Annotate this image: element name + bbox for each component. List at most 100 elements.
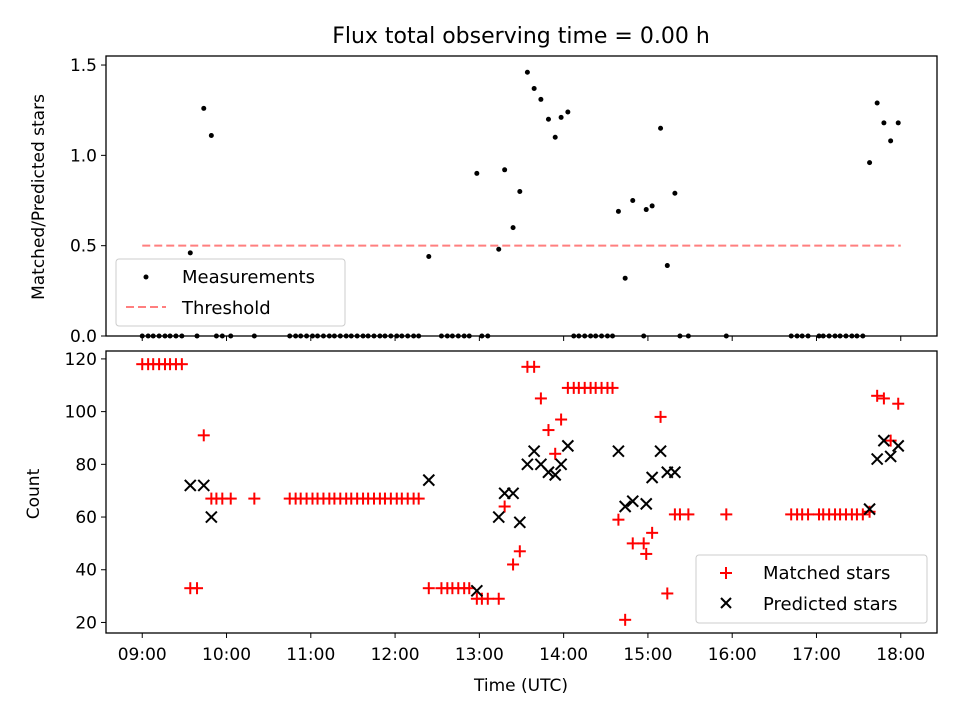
legend-predicted-marker xyxy=(720,597,732,609)
measurement-point xyxy=(426,254,432,260)
predicted-star-points xyxy=(184,434,905,598)
measurement-point xyxy=(538,96,544,102)
matched-star-marker xyxy=(507,558,520,571)
measurement-point xyxy=(377,333,383,339)
predicted-star-marker xyxy=(184,479,197,492)
matched-star-marker xyxy=(612,513,625,526)
x-tick-label: 17:00 xyxy=(792,645,841,665)
matched-star-marker xyxy=(528,360,541,373)
predicted-star-marker xyxy=(197,479,210,492)
measurement-point xyxy=(799,333,805,339)
matched-star-marker xyxy=(606,381,619,394)
top-y-ticks: 0.0 0.5 1.0 1.5 xyxy=(70,56,106,347)
measurement-point xyxy=(228,333,234,339)
predicted-star-marker xyxy=(640,497,653,511)
measurement-point xyxy=(382,333,388,339)
matched-star-marker xyxy=(640,547,653,560)
measurement-point xyxy=(588,333,594,339)
matched-star-marker xyxy=(224,492,237,505)
x-tick-label: 13:00 xyxy=(455,645,504,665)
predicted-star-marker xyxy=(561,439,575,453)
measurement-point xyxy=(643,207,649,213)
predicted-star-marker xyxy=(870,452,884,466)
matched-star-marker xyxy=(884,434,897,447)
x-tick-label: 18:00 xyxy=(876,645,925,665)
predicted-star-marker xyxy=(506,487,520,500)
bottom-y-tick-label: 60 xyxy=(75,508,97,528)
measurement-point xyxy=(658,125,664,131)
measurement-point xyxy=(820,333,826,339)
predicted-star-marker xyxy=(618,500,632,513)
measurement-point xyxy=(251,333,257,339)
top-plot: 0.0 0.5 1.0 1.5 Matched/Predicted stars Mea… xyxy=(29,55,938,347)
matched-star-marker xyxy=(175,358,188,371)
bottom-plot-frame xyxy=(105,350,938,634)
matched-star-marker xyxy=(720,508,733,521)
matched-star-marker xyxy=(877,392,890,405)
bottom-y-axis-label: Count xyxy=(24,468,44,519)
measurement-point xyxy=(685,333,691,339)
measurement-point xyxy=(860,333,866,339)
measurement-point xyxy=(816,333,822,339)
measurement-point xyxy=(805,333,811,339)
top-y-tick-label: 1.0 xyxy=(70,146,97,166)
measurement-point xyxy=(461,333,467,339)
x-tick-label: 10:00 xyxy=(202,645,251,665)
predicted-star-marker xyxy=(422,473,435,487)
measurement-point xyxy=(517,188,523,194)
matched-star-marker xyxy=(549,447,562,460)
x-tick-label: 12:00 xyxy=(371,645,420,665)
measurement-point xyxy=(531,86,537,92)
measurement-point xyxy=(145,333,151,339)
measurement-point xyxy=(348,333,354,339)
measurement-point xyxy=(794,333,800,339)
measurement-point xyxy=(558,114,564,120)
predicted-star-marker xyxy=(492,510,505,524)
measurement-point xyxy=(167,333,173,339)
x-tick-label: 11:00 xyxy=(286,645,335,665)
measurement-point xyxy=(179,333,185,339)
top-plot-frame xyxy=(105,55,938,337)
measurement-point xyxy=(552,134,558,140)
measurement-point xyxy=(466,333,472,339)
chart-title: Flux total observing time = 0.00 h xyxy=(332,24,710,49)
matched-star-marker xyxy=(422,582,435,595)
measurement-point xyxy=(837,333,843,339)
measurement-point xyxy=(201,105,207,111)
measurement-point xyxy=(874,100,880,106)
measurement-point xyxy=(371,333,377,339)
measurement-point xyxy=(399,333,405,339)
measurement-point xyxy=(630,198,636,204)
measurement-point xyxy=(615,208,621,214)
measurement-point xyxy=(502,167,508,173)
measurement-point xyxy=(343,333,349,339)
measurement-point xyxy=(677,333,683,339)
measurement-point xyxy=(337,333,343,339)
predicted-star-marker xyxy=(513,516,527,529)
measurement-point xyxy=(156,333,162,339)
measurement-point xyxy=(788,333,794,339)
measurement-point xyxy=(881,120,887,126)
measurement-point xyxy=(304,333,310,339)
predicted-star-marker xyxy=(892,439,905,453)
measurement-point xyxy=(187,250,193,256)
predicted-star-marker xyxy=(668,466,682,479)
measurement-point xyxy=(854,333,860,339)
x-tick-label: 16:00 xyxy=(708,645,757,665)
matched-star-marker xyxy=(856,508,869,521)
measurement-point xyxy=(438,333,444,339)
x-tick-label: 14:00 xyxy=(539,645,588,665)
measurement-point xyxy=(320,333,326,339)
top-y-tick-label: 0.0 xyxy=(70,327,97,347)
measurement-point xyxy=(326,333,332,339)
top-y-axis-label: Matched/Predicted stars xyxy=(29,94,49,300)
measurement-point xyxy=(479,333,485,339)
predicted-star-marker xyxy=(542,466,555,479)
matched-star-marker xyxy=(492,592,505,605)
legend-measurements-label: Measurements xyxy=(182,267,315,288)
measurement-point xyxy=(565,109,571,115)
predicted-star-marker xyxy=(470,584,484,598)
top-y-tick-label: 0.5 xyxy=(70,237,97,257)
measurement-point xyxy=(622,275,628,281)
